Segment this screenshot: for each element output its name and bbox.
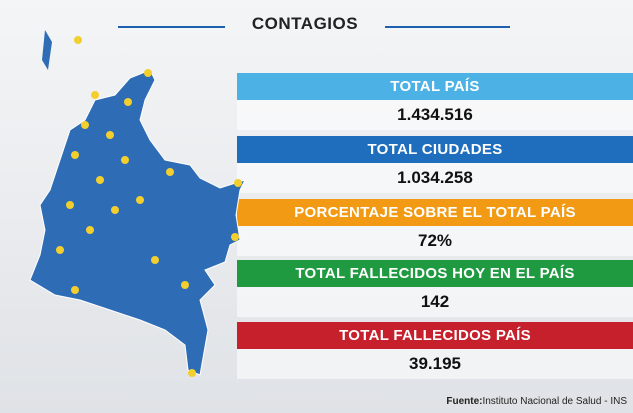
title-rule — [118, 26, 225, 28]
island — [42, 30, 52, 70]
panel-label: TOTAL PAÍS — [237, 73, 633, 100]
map-pins — [56, 36, 242, 377]
source-prefix: Fuente: — [446, 396, 483, 407]
source: Fuente:Instituto Nacional de Salud - INS — [446, 396, 627, 407]
title-rule — [385, 26, 510, 28]
panel-value: 39.195 — [237, 349, 633, 379]
title: CONTAGIOS — [251, 14, 359, 33]
source-text: Instituto Nacional de Salud - INS — [482, 396, 627, 407]
panel-label: PORCENTAJE SOBRE EL TOTAL PAÍS — [237, 199, 633, 226]
panel-value: 142 — [237, 287, 633, 317]
colombia-map — [29, 30, 246, 377]
panel-label: TOTAL FALLECIDOS PAÍS — [237, 322, 633, 349]
panel-value: 1.434.516 — [237, 100, 633, 130]
map-shape — [29, 69, 246, 376]
panel-label: TOTAL FALLECIDOS HOY EN EL PAÍS — [237, 260, 633, 287]
panel-value: 1.034.258 — [237, 163, 633, 193]
panel-value: 72% — [237, 226, 633, 256]
panel-label: TOTAL CIUDADES — [237, 136, 633, 163]
